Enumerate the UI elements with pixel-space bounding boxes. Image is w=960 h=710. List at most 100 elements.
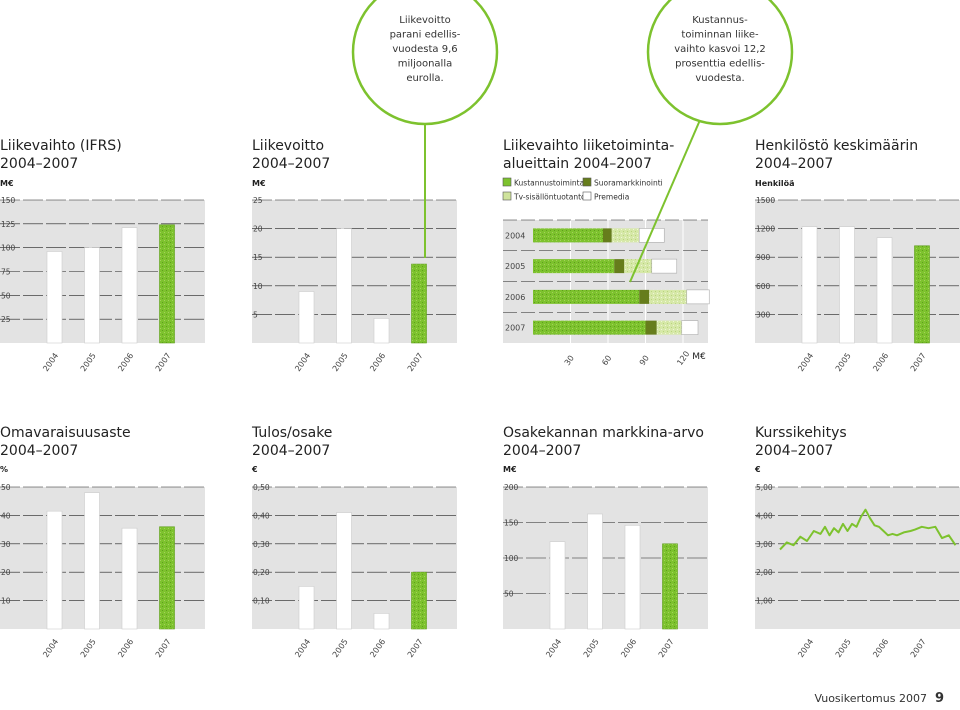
callout-text: Kustannus-toiminnan liike-vaihto kasvoi … <box>674 15 766 84</box>
legend-label: Kustannustoiminta <box>514 179 584 188</box>
callout-pointer <box>629 119 701 283</box>
x-tick-label: 2004 <box>41 351 60 373</box>
y-tick-label: 10 <box>1 597 11 606</box>
callout-bubble <box>646 0 794 126</box>
chart-title: Liikevaihto (IFRS) <box>0 138 122 154</box>
x-tick-label: 2006 <box>619 637 638 659</box>
x-tick-label: 2004 <box>293 351 312 373</box>
y-tick-label: 50 <box>1 291 11 300</box>
y-tick-label: 150 <box>1 196 16 205</box>
y-tick-label: 0,50 <box>253 483 270 492</box>
y-tick-label: 0,10 <box>253 597 270 606</box>
bar <box>298 291 315 344</box>
x-axis-unit: M€ <box>692 352 706 362</box>
y-tick-label: 15 <box>253 253 263 262</box>
y-tick-label: 20 <box>1 568 11 577</box>
y-tick-label: 50 <box>1 483 11 492</box>
bar <box>84 492 100 630</box>
x-tick-label: 2004 <box>544 637 563 659</box>
bar <box>801 226 818 344</box>
callout-line: vuodesta. <box>695 73 744 84</box>
bar-segment <box>638 228 665 243</box>
x-tick-label: 2005 <box>331 351 350 373</box>
chart-panel-5: Omavaraisuusaste 2004–2007% 10 20 30 40 50 2004… <box>0 425 205 659</box>
bar-segment <box>624 259 652 274</box>
chart-panel-6: Tulos/osake 2004–2007 €0,10 0,20 0,30 0,40 0,5… <box>251 425 457 659</box>
chart-title: Osakekannan markkina-arvo <box>503 425 704 441</box>
y-axis-unit: € <box>251 465 258 474</box>
bar-segment <box>614 259 625 274</box>
callout-line: vaihto kasvoi 12,2 <box>674 44 766 55</box>
y-tick-label: 900 <box>756 253 771 262</box>
bar <box>121 227 138 344</box>
callout-line: prosenttia edellis- <box>675 59 765 70</box>
bar-segment <box>603 228 612 243</box>
bar <box>46 251 63 344</box>
x-tick-label: 2006 <box>368 351 387 373</box>
x-tick-label: 2007 <box>154 351 173 373</box>
bar-segment <box>639 289 650 304</box>
price-line <box>779 508 957 551</box>
y-tick-label: 0,40 <box>253 511 270 520</box>
bar-segment <box>533 320 646 335</box>
x-tick-label: 2004 <box>796 351 815 373</box>
bar <box>46 510 63 630</box>
chart-title: Henkilöstö keskimäärin <box>755 138 918 154</box>
y-tick-label: 20 <box>253 225 263 234</box>
y-tick-label: 0,20 <box>253 568 270 577</box>
y-tick-label: 150 <box>504 519 519 528</box>
x-tick-label: 2004 <box>41 637 60 659</box>
y-axis-unit: M€ <box>0 179 14 188</box>
bar <box>84 247 100 344</box>
chart-panel-1: Liikevaihto (IFRS) 2004–2007 M€ 25 50 75 100 12… <box>0 138 205 373</box>
x-tick-label: 2007 <box>406 637 425 659</box>
plot-background <box>755 487 960 629</box>
y-tick-label: 0,30 <box>253 540 270 549</box>
bar <box>373 613 390 630</box>
chart-subtitle: 2004–2007 <box>252 156 330 172</box>
legend-label: Suoramarkkinointi <box>594 179 663 188</box>
chart-title: Tulos/osake <box>251 425 332 441</box>
y-tick-label: 125 <box>1 220 16 229</box>
bar <box>373 318 390 344</box>
bar <box>876 237 893 344</box>
bar-segment <box>651 258 678 274</box>
bar-segment <box>611 228 640 243</box>
x-tick-label: 2007 <box>909 637 928 659</box>
y-tick-label: 25 <box>1 315 11 324</box>
chart-subtitle: 2004–2007 <box>0 443 78 459</box>
x-tick-label: 2006 <box>116 637 135 659</box>
bar <box>662 543 678 630</box>
callout-line: vuodesta 9,6 <box>392 44 457 55</box>
y-tick-label: 75 <box>1 268 11 277</box>
chart-subtitle: 2004–2007 <box>0 156 78 172</box>
footer-label: Vuosikertomus 2007 <box>814 692 927 705</box>
y-tick-label: 1,00 <box>756 597 773 606</box>
callout-text: Liikevoitto parani edellis-vuodesta 9,6 mi… <box>390 15 461 84</box>
y-tick-label: 5,00 <box>756 483 773 492</box>
bar-segment <box>533 289 640 304</box>
chart-title: Liikevoitto <box>252 138 324 154</box>
category-label: 2005 <box>505 262 525 271</box>
chart-subtitle: 2004–2007 <box>755 443 833 459</box>
callout-line: Liikevoitto <box>399 15 451 26</box>
bar <box>411 263 427 344</box>
x-tick-label: 2005 <box>331 637 350 659</box>
y-axis-unit: € <box>754 465 761 474</box>
bar <box>336 512 352 630</box>
y-tick-label: 30 <box>1 540 11 549</box>
chart-panel-7: Osakekannan markkina-arvo 2004–2007 M€ 50 10… <box>503 425 708 659</box>
y-tick-label: 3,00 <box>756 540 773 549</box>
bar <box>159 224 175 344</box>
x-tick-label: 2007 <box>657 637 676 659</box>
y-tick-label: 300 <box>756 310 771 319</box>
x-tick-label: 2004 <box>293 637 312 659</box>
x-tick-label: 2006 <box>368 637 387 659</box>
chart-panel-4: Henkilöstö keskimäärin 2004–2007 Henkilöä 3… <box>755 138 960 373</box>
bar-segment <box>645 320 657 335</box>
callout-line: miljoonalla <box>398 59 452 70</box>
y-tick-label: 600 <box>756 282 771 291</box>
category-label: 2006 <box>505 293 525 302</box>
x-tick-label: 60 <box>600 354 613 368</box>
bar <box>587 513 603 630</box>
